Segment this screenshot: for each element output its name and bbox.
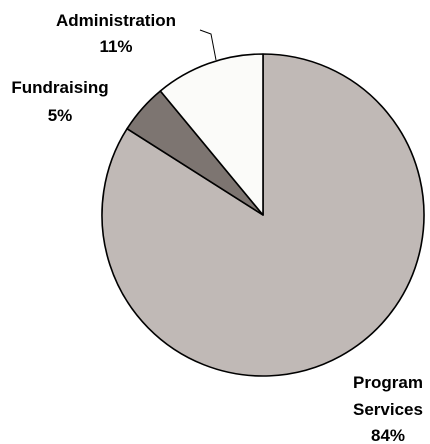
label-program-services-name-line-1: Program [353, 373, 423, 392]
leader-line-administration [199, 29, 217, 61]
label-program-services-name-line-2: Services [353, 400, 423, 419]
label-fundraising-name: Fundraising [11, 78, 108, 97]
label-administration-name: Administration [56, 11, 176, 30]
slice-labels: Administration 11% Fundraising 5% Progra… [11, 11, 423, 444]
leader-lines [199, 29, 217, 61]
label-fundraising-value: 5% [48, 106, 73, 125]
label-administration-value: 11% [99, 37, 132, 56]
label-program-services-value: 84% [371, 426, 405, 444]
pie-slices [101, 53, 425, 377]
pie-slice-administration [159, 53, 264, 216]
